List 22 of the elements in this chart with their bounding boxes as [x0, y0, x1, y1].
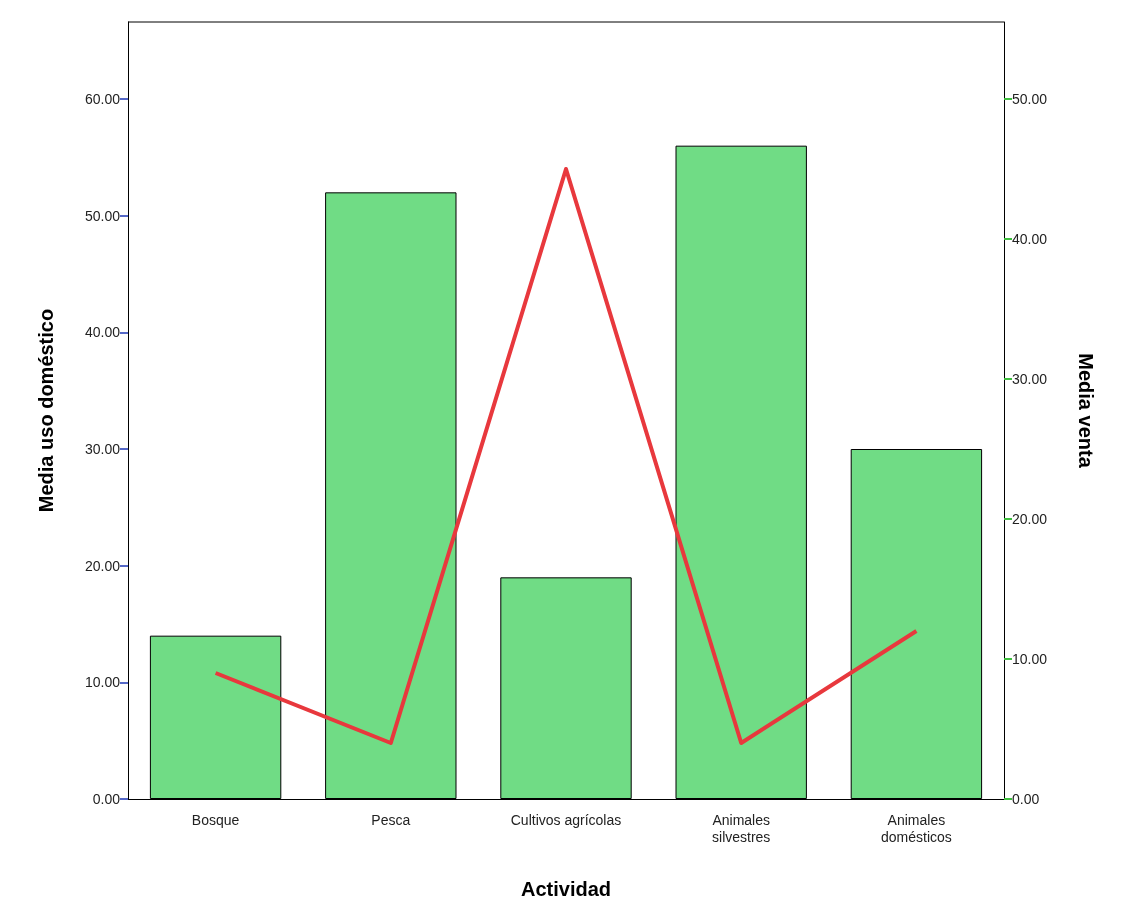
x-tick-label: Cultivos agrícolas [510, 811, 622, 828]
line-series [213, 167, 919, 745]
y2-tick-label: 10.00 [1012, 651, 1048, 667]
x-tick-label: Pesca [371, 811, 411, 828]
y-tick-label: 60.00 [84, 91, 121, 107]
y-tick-label: 10.00 [84, 674, 121, 691]
y-tick-label: 30.00 [84, 441, 121, 457]
x-axis-title: Actividad [520, 878, 612, 900]
y-tick-label: 50.00 [84, 207, 121, 224]
y2-tick-label: 50.00 [1012, 91, 1048, 107]
y2-tick-label: 0.00 [1012, 791, 1040, 807]
y-tick-label: 40.00 [84, 324, 121, 341]
x-tick-label: Bosque [191, 811, 240, 828]
x-tick-label: Animales silvestres [712, 811, 771, 845]
y2-tick-label: 40.00 [1012, 231, 1048, 247]
y-tick-label: 0.00 [92, 791, 121, 807]
y2-tick-label: 20.00 [1012, 511, 1048, 527]
x-tick-label: Animales domésticos [880, 811, 952, 845]
y-axis-title: Media uso doméstico [35, 308, 57, 513]
y2-tick-label: 30.00 [1012, 371, 1048, 387]
y-tick-label: 20.00 [84, 557, 121, 574]
y2-axis-title: Media venta [1075, 353, 1097, 469]
